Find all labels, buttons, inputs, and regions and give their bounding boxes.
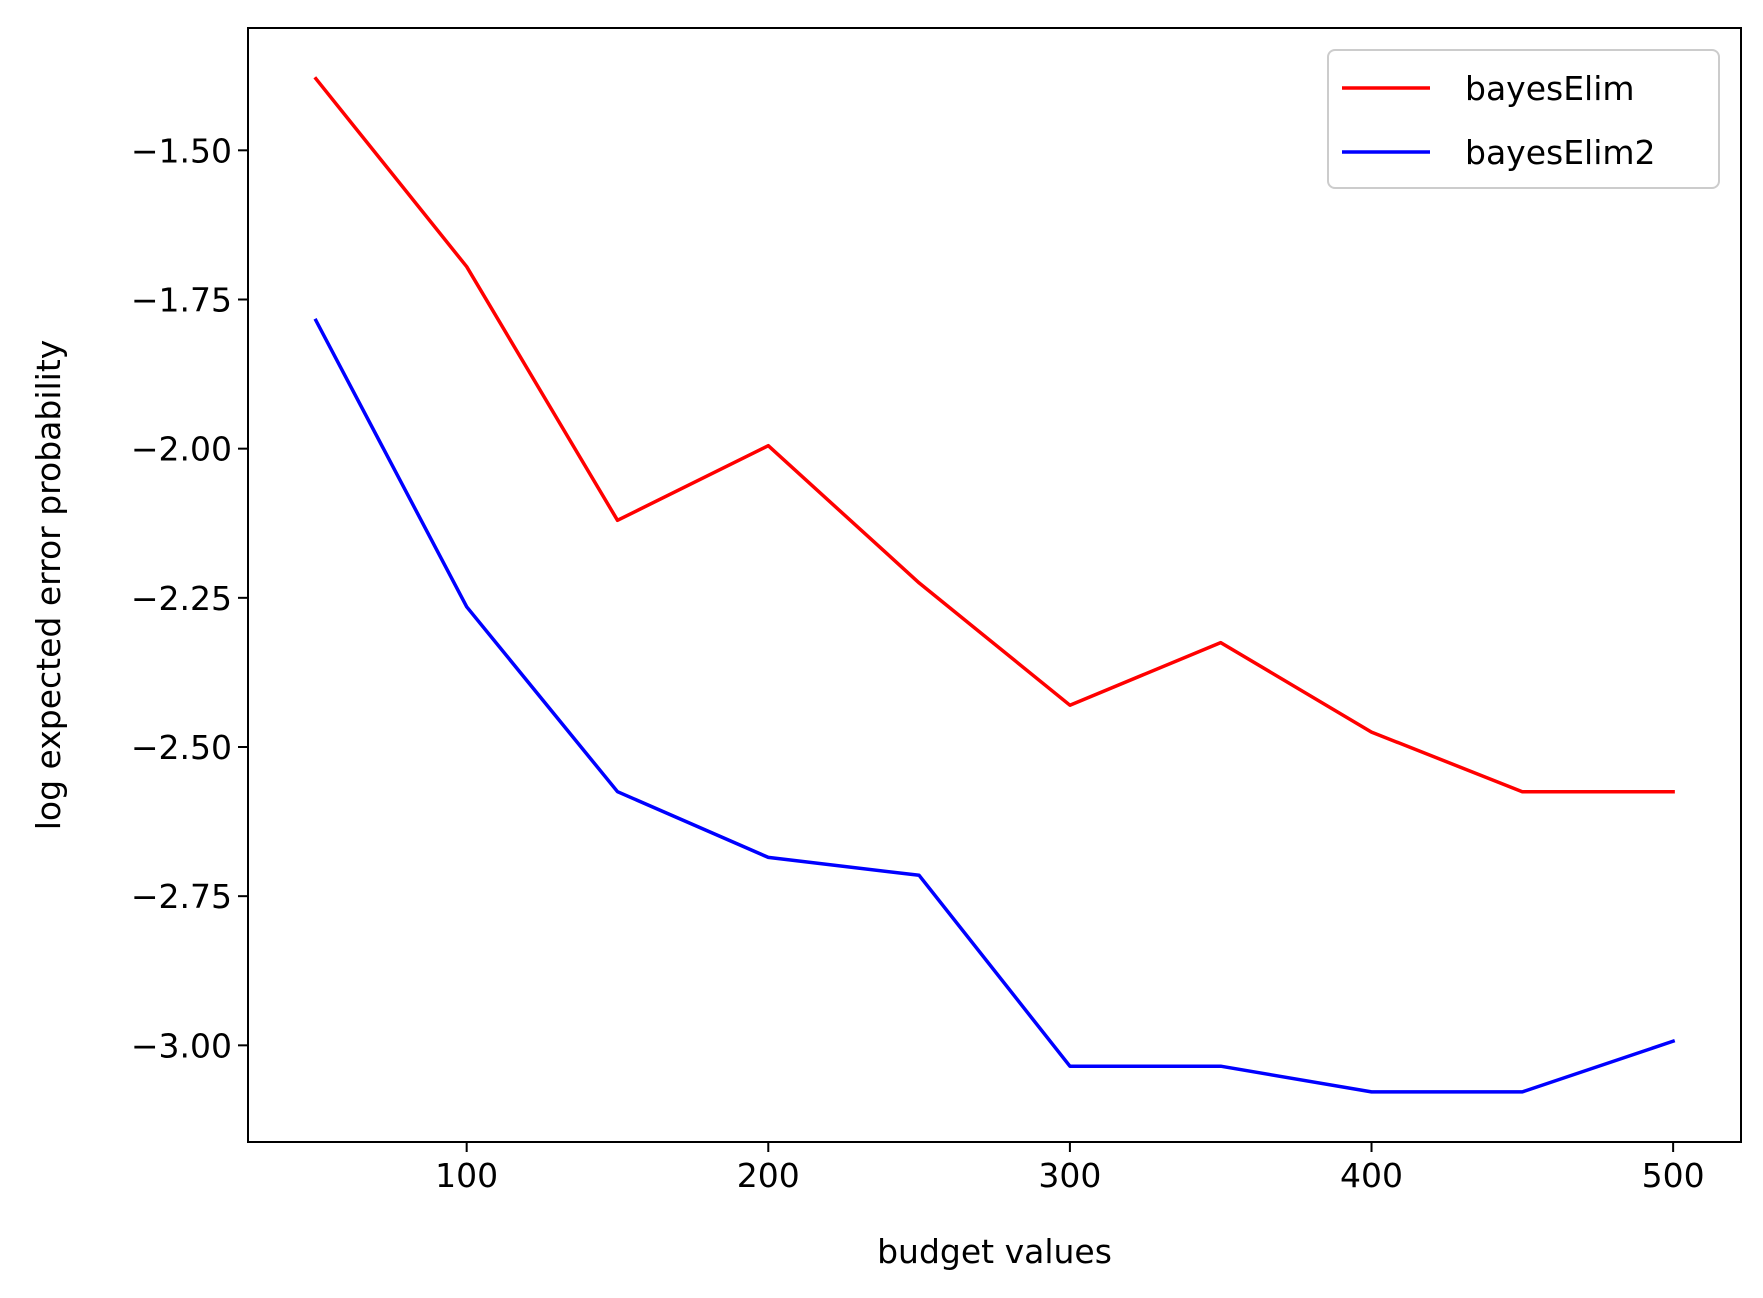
plot-frame (247, 27, 1742, 1143)
legend: bayesElim bayesElim2 (1327, 49, 1720, 189)
x-tick-label: 500 (1642, 1156, 1705, 1195)
x-axis-ticks: 100 200 300 400 500 (435, 1142, 1705, 1195)
y-tick-label: −2.50 (131, 728, 232, 767)
series-layer (313, 76, 1676, 1094)
y-tick-label: −1.75 (131, 280, 232, 319)
series-line-bayesElim2 (313, 318, 1676, 1094)
y-axis-label: log expected error probability (29, 340, 68, 831)
y-tick-label: −1.50 (131, 131, 232, 170)
y-tick-label: −2.25 (131, 579, 232, 618)
legend-label-bayesElim2: bayesElim2 (1465, 133, 1656, 172)
x-tick-label: 300 (1038, 1156, 1101, 1195)
series-line-bayesElim (313, 76, 1675, 794)
x-axis-label: budget values (877, 1232, 1112, 1271)
x-tick-label: 400 (1340, 1156, 1403, 1195)
y-tick-label: −3.00 (131, 1026, 232, 1065)
legend-label-bayesElim: bayesElim (1465, 69, 1635, 108)
y-axis-ticks: −1.50 −1.75 −2.00 −2.25 −2.50 −2.75 −3.00 (131, 131, 248, 1065)
y-tick-label: −2.00 (131, 430, 232, 469)
x-tick-label: 100 (435, 1156, 498, 1195)
y-tick-label: −2.75 (131, 877, 232, 916)
plot-area (248, 28, 1741, 1142)
x-tick-label: 200 (737, 1156, 800, 1195)
